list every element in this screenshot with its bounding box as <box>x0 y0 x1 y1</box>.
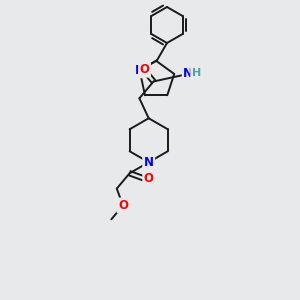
Text: O: O <box>140 63 149 76</box>
Text: N: N <box>183 68 193 80</box>
Text: N: N <box>144 156 154 169</box>
Text: N: N <box>135 64 145 77</box>
Text: H: H <box>192 68 201 78</box>
Text: O: O <box>144 172 154 185</box>
Text: O: O <box>118 199 128 212</box>
